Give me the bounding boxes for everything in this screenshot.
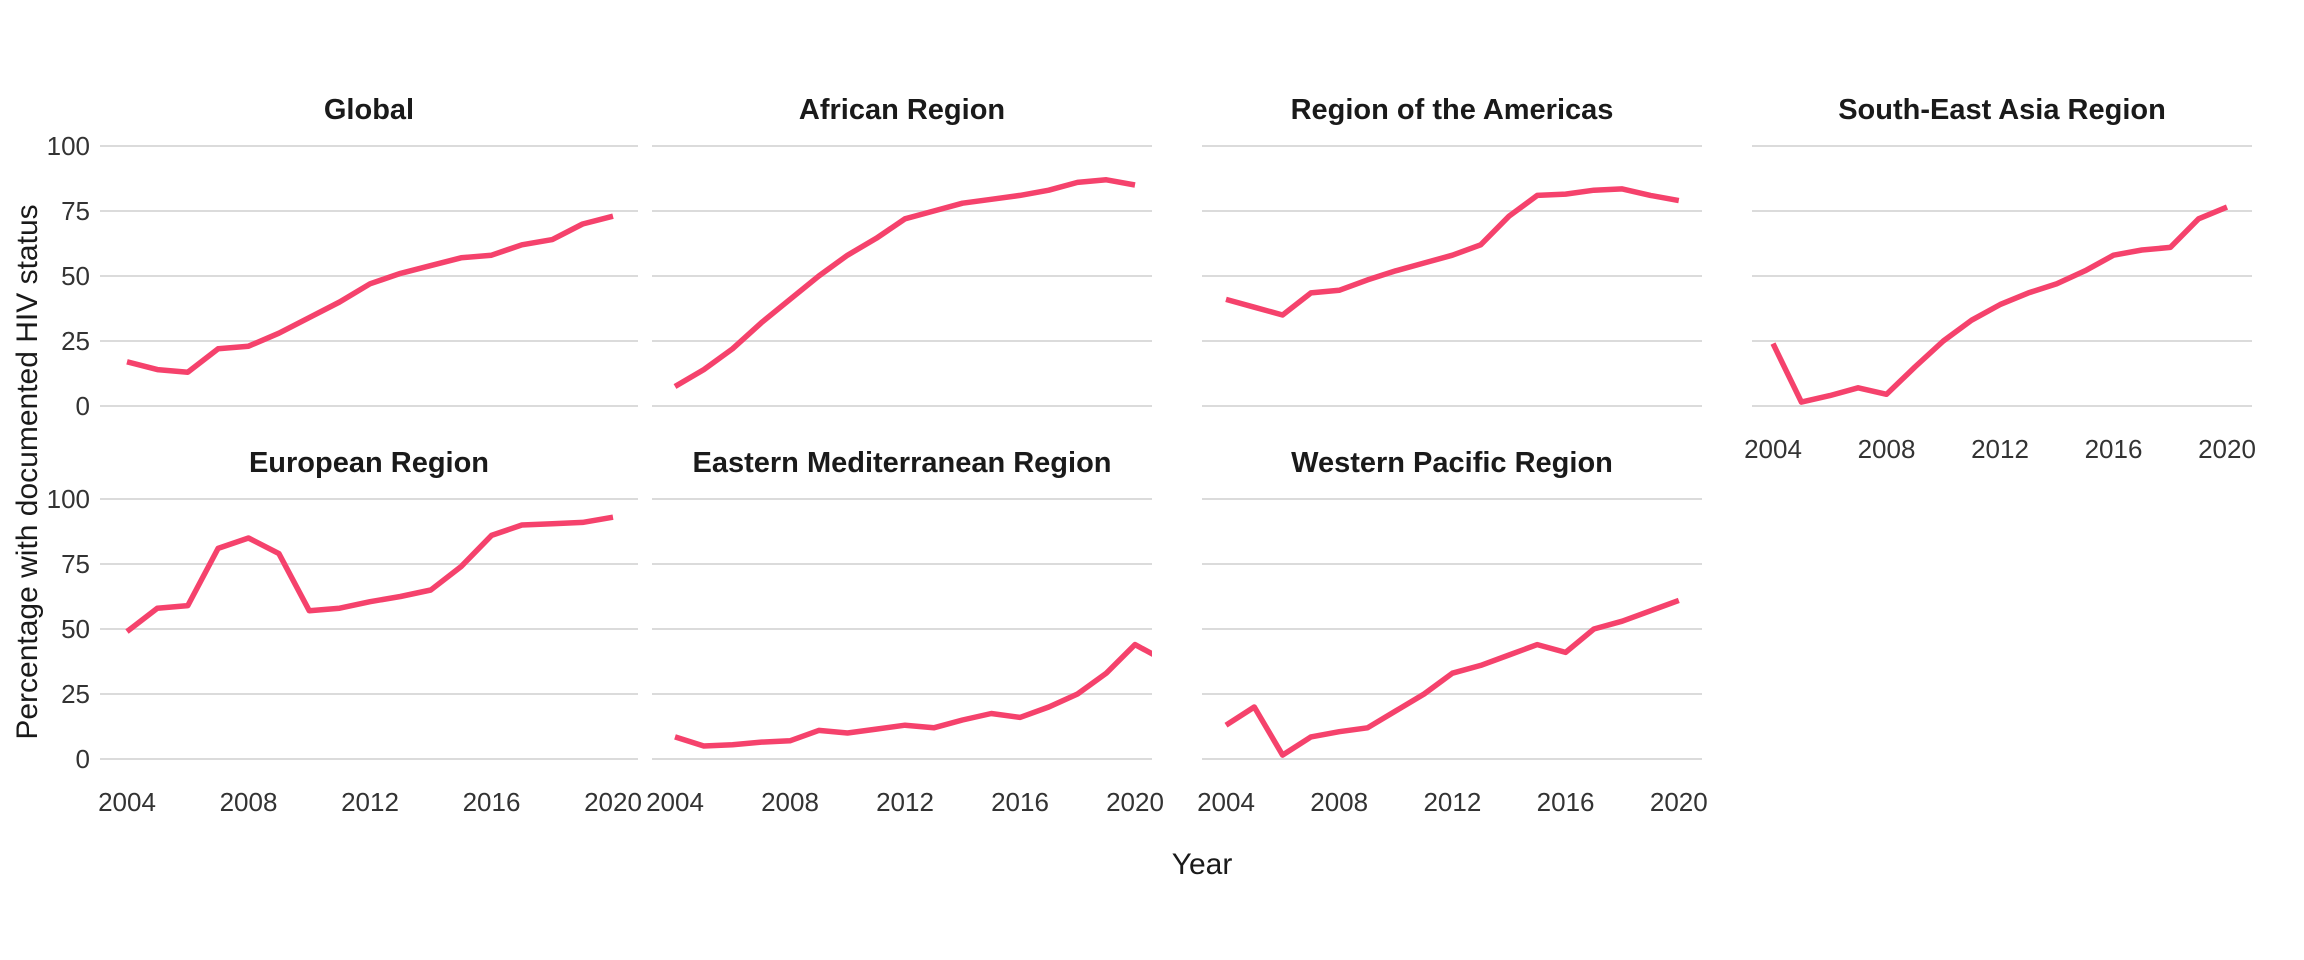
facet-title-european-region: European Region bbox=[248, 447, 490, 479]
panel-region-of-the-americas bbox=[1202, 145, 1702, 407]
facet-title-western-pacific-region: Western Pacific Region bbox=[1291, 447, 1613, 479]
x-axis-title: Year bbox=[1171, 848, 1233, 881]
y-tick-label-0: 0 bbox=[75, 744, 90, 774]
x-tick-label-western-pacific-region-2012: 2012 bbox=[1423, 787, 1482, 817]
y-tick-label-0: 0 bbox=[75, 391, 90, 421]
x-tick-label-european-region-2012: 2012 bbox=[341, 787, 399, 817]
x-tick-label-south-east-asia-region-2008: 2008 bbox=[1857, 434, 1916, 464]
x-tick-label-eastern-mediterranean-region-2012: 2012 bbox=[876, 787, 934, 817]
panel-european-region bbox=[100, 498, 638, 760]
x-tick-label-south-east-asia-region-2012: 2012 bbox=[1971, 434, 2029, 464]
x-tick-label-south-east-asia-region-2016: 2016 bbox=[2084, 434, 2143, 464]
x-tick-label-western-pacific-region-2016: 2016 bbox=[1536, 787, 1595, 817]
line-series-global bbox=[126, 213, 614, 375]
x-tick-label-european-region-2016: 2016 bbox=[462, 787, 521, 817]
x-tick-label-south-east-asia-region-2020: 2020 bbox=[2198, 434, 2256, 464]
x-tick-label-western-pacific-region-2020: 2020 bbox=[1649, 787, 1708, 817]
facet-title-region-of-the-americas: Region of the Americas bbox=[1290, 94, 1614, 126]
y-tick-label-25: 25 bbox=[61, 679, 90, 709]
panel-eastern-mediterranean-region bbox=[652, 498, 1152, 760]
y-tick-label-75: 75 bbox=[61, 196, 90, 226]
x-tick-label-european-region-2008: 2008 bbox=[219, 787, 278, 817]
facet-title-global: Global bbox=[323, 94, 415, 126]
line-series-eastern-mediterranean-region bbox=[674, 641, 1152, 749]
x-tick-label-eastern-mediterranean-region-2016: 2016 bbox=[991, 787, 1049, 817]
y-tick-label-100: 100 bbox=[46, 131, 90, 161]
line-series-region-of-the-americas bbox=[1225, 186, 1680, 318]
x-tick-label-eastern-mediterranean-region-2020: 2020 bbox=[1106, 787, 1164, 817]
panel-western-pacific-region bbox=[1202, 498, 1702, 760]
y-tick-label-50: 50 bbox=[61, 614, 90, 644]
y-tick-label-100: 100 bbox=[46, 484, 90, 514]
x-tick-label-western-pacific-region-2008: 2008 bbox=[1310, 787, 1369, 817]
x-tick-label-eastern-mediterranean-region-2008: 2008 bbox=[761, 787, 819, 817]
x-tick-label-european-region-2004: 2004 bbox=[98, 787, 156, 817]
line-series-western-pacific-region bbox=[1224, 597, 1680, 758]
panel-south-east-asia-region bbox=[1752, 145, 2252, 407]
panel-african-region bbox=[652, 145, 1152, 407]
line-series-european-region bbox=[125, 514, 614, 634]
x-tick-label-south-east-asia-region-2004: 2004 bbox=[1744, 434, 1802, 464]
y-tick-label-25: 25 bbox=[61, 326, 90, 356]
y-tick-label-50: 50 bbox=[61, 261, 90, 291]
x-tick-label-eastern-mediterranean-region-2004: 2004 bbox=[646, 787, 704, 817]
x-tick-label-european-region-2020: 2020 bbox=[584, 787, 642, 817]
line-series-south-east-asia-region bbox=[1770, 204, 2229, 405]
line-series-african-region bbox=[673, 177, 1136, 389]
y-tick-label-75: 75 bbox=[61, 549, 90, 579]
facet-title-south-east-asia-region: South-East Asia Region bbox=[1838, 94, 2166, 126]
facet-title-african-region: African Region bbox=[798, 94, 1006, 126]
facet-title-eastern-mediterranean-region: Eastern Mediterranean Region bbox=[692, 447, 1112, 479]
x-tick-label-western-pacific-region-2004: 2004 bbox=[1197, 787, 1255, 817]
panel-global bbox=[100, 145, 638, 407]
